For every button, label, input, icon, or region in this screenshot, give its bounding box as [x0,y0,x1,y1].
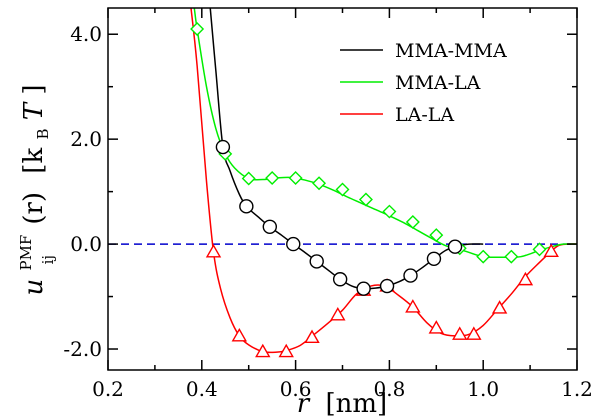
y-tick-label: -2.0 [63,337,102,361]
series-point-mma-mma-6 [356,281,371,296]
y-axis-sub: ij [39,255,57,264]
series-point-mma-la-6 [335,182,350,197]
legend-label-mma-mma: MMA-MMA [395,40,507,62]
series-point-la-la-14 [543,243,559,258]
y-axis-unit-sub: B [34,128,52,139]
x-axis-title: r [nm] [297,389,387,419]
series-layer [108,8,577,358]
series-point-la-la-2 [255,343,271,358]
y-axis-unit-close: ] [19,84,49,94]
series-point-mma-la-10 [429,228,444,243]
legend-entry-mma-mma: MMA-MMA [340,40,507,62]
series-point-mma-mma-3 [286,236,301,252]
series-point-la-la-13 [517,271,534,286]
legend: MMA-MMA MMA-LA LA-LA [340,40,507,126]
series-point-la-la-1 [231,327,248,342]
series-point-mma-mma-2 [262,219,278,234]
series-point-la-la-8 [405,299,421,313]
series-point-mma-mma-8 [403,268,418,283]
x-tick-label: 1.2 [561,377,593,401]
y-axis-title: u PMF ij (r) [k B T ] [8,84,60,295]
legend-entry-mma-la: MMA-LA [340,72,481,94]
series-point-la-la-10 [452,326,468,340]
series-point-mma-la-13 [504,249,519,264]
series-point-mma-mma-7 [379,278,395,294]
x-tick-label: 0.8 [373,377,405,401]
y-tick-label: 0.0 [70,232,102,256]
y-axis-unit-open: [k [19,148,49,174]
x-tick-label: 0.6 [280,377,312,401]
y-tick-label: 4.0 [70,22,102,46]
legend-entry-la-la: LA-LA [340,104,454,126]
series-point-mma-la-14 [532,242,547,257]
series-point-mma-mma-9 [426,251,442,266]
series-point-mma-la-3 [265,170,280,185]
series-point-mma-la-2 [241,171,256,186]
series-point-la-la-0 [205,244,222,258]
series-point-mma-la-4 [288,170,303,185]
y-axis-sup: PMF [17,235,35,271]
series-point-la-la-3 [278,343,294,358]
series-point-la-la-9 [428,320,445,334]
x-tick-label: 1.0 [467,377,499,401]
series-point-mma-mma-5 [332,272,348,287]
y-axis-arg: (r) [19,192,49,225]
series-point-mma-la-8 [382,204,397,219]
series-point-la-la-5 [330,307,346,321]
ticks-layer: 0.2 0.4 0.6 0.8 1.0 1.2 -2.0 0.0 2.0 4.0 [63,8,593,401]
series-point-mma-mma-4 [309,254,324,269]
series-point-mma-la-5 [312,176,327,191]
series-point-mma-la-7 [358,192,373,207]
series-point-mma-la-0 [190,21,205,36]
y-axis-unit-t: T [19,101,49,120]
x-tick-label: 0.4 [186,377,218,401]
y-axis-base: u [19,279,49,296]
series-point-mma-mma-1 [239,199,254,214]
x-tick-label: 0.2 [92,377,124,401]
series-point-la-la-4 [304,329,320,344]
series-line-mma-la [193,8,577,259]
series-point-la-la-11 [466,326,482,340]
series-point-la-la-12 [491,300,508,314]
series-point-mma-mma-0 [215,139,231,155]
legend-label-mma-la: MMA-LA [395,72,481,94]
series-point-mma-la-9 [405,215,420,230]
series-point-mma-la-12 [476,249,491,264]
x-axis-unit: [nm] [326,389,388,419]
legend-label-la-la: LA-LA [395,104,454,126]
x-axis-var: r [297,389,311,419]
y-tick-label: 2.0 [70,127,102,151]
series-point-mma-mma-10 [447,239,463,254]
